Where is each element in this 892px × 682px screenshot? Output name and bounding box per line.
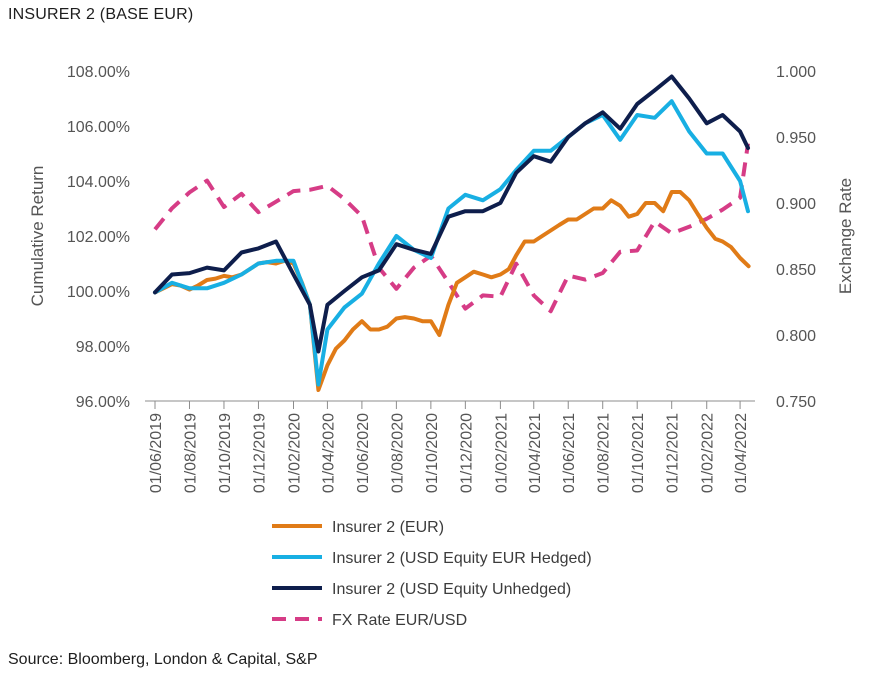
left-tick-label: 106.00%	[67, 119, 130, 136]
right-tick-label: 0.900	[776, 196, 816, 213]
left-tick-label: 104.00%	[67, 174, 130, 191]
x-tick-label: 01/12/2021	[665, 413, 682, 493]
legend-label: Insurer 2 (EUR)	[332, 519, 444, 536]
x-tick-label: 01/12/2020	[458, 413, 475, 493]
left-tick-label: 108.00%	[67, 64, 130, 81]
x-tick-label: 01/06/2021	[561, 413, 578, 493]
series-line	[153, 190, 751, 392]
x-tick-label: 01/02/2020	[286, 413, 303, 493]
right-tick-label: 0.800	[776, 328, 816, 345]
right-tick-label: 0.750	[776, 394, 816, 411]
legend-label: FX Rate EUR/USD	[332, 612, 467, 629]
plot-area	[153, 74, 751, 392]
left-tick-label: 100.00%	[67, 284, 130, 301]
x-tick-label: 01/10/2021	[630, 413, 647, 493]
x-tick-label: 01/02/2022	[700, 413, 717, 493]
right-tick-label: 0.950	[776, 130, 816, 147]
x-tick-label: 01/10/2020	[424, 413, 441, 493]
legend-label: Insurer 2 (USD Equity Unhedged)	[332, 581, 571, 598]
x-tick-label: 01/06/2020	[355, 413, 372, 493]
x-axis-ticks: 01/06/2019 01/08/2019 01/10/2019 01/12/2019…	[148, 401, 750, 493]
left-axis-title: Cumulative Return	[28, 166, 47, 307]
x-tick-label: 01/08/2021	[596, 413, 613, 493]
left-tick-label: 96.00%	[76, 394, 130, 411]
series-line	[153, 74, 750, 354]
source-note: Source: Bloomberg, London & Capital, S&P	[8, 651, 318, 668]
right-axis-title: Exchange Rate	[836, 178, 855, 294]
left-axis-ticks: 96.00% 98.00% 100.00% 102.00% 104.00% 106.00%…	[67, 64, 130, 411]
x-tick-label: 01/02/2021	[493, 413, 510, 493]
series-line	[153, 99, 750, 387]
series-line	[153, 143, 750, 314]
x-tick-label: 01/06/2019	[148, 413, 165, 493]
x-tick-label: 01/08/2019	[182, 413, 199, 493]
left-tick-label: 98.00%	[76, 339, 130, 356]
x-tick-label: 01/10/2019	[217, 413, 234, 493]
x-tick-label: 01/08/2020	[389, 413, 406, 493]
chart-title: INSURER 2 (BASE EUR)	[8, 6, 194, 23]
x-tick-label: 01/04/2020	[320, 413, 337, 493]
x-tick-label: 01/12/2019	[251, 413, 268, 493]
x-tick-label: 01/04/2021	[527, 413, 544, 493]
x-tick-label: 01/04/2022	[733, 413, 750, 493]
left-tick-label: 102.00%	[67, 229, 130, 246]
right-tick-label: 1.000	[776, 64, 816, 81]
right-tick-label: 0.850	[776, 262, 816, 279]
right-axis-ticks: 0.750 0.800 0.850 0.900 0.950 1.000	[776, 64, 816, 411]
legend-label: Insurer 2 (USD Equity EUR Hedged)	[332, 550, 592, 567]
legend: Insurer 2 (EUR) Insurer 2 (USD Equity EUR…	[272, 519, 592, 629]
